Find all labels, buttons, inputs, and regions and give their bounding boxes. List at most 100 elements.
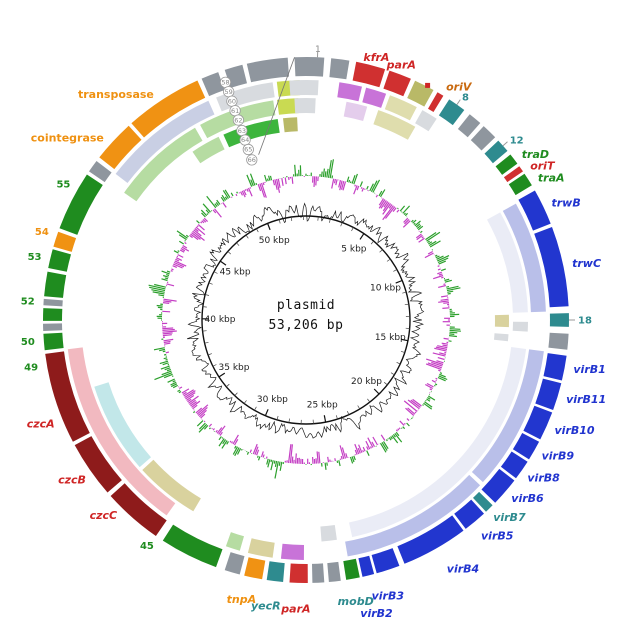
- gc-skew-bar: [288, 444, 292, 464]
- gc-skew-bar: [246, 188, 249, 192]
- gene-segment: [362, 87, 387, 108]
- orf-marker-number: 65: [244, 146, 252, 154]
- axis-tick-label: 45 kbp: [220, 267, 251, 277]
- gene-segment: [277, 98, 299, 115]
- gc-skew-bar: [427, 395, 436, 401]
- gc-skew-bar: [411, 417, 413, 420]
- gene-label: 54: [35, 227, 49, 238]
- gc-skew-bar: [395, 431, 400, 437]
- axis-tick: [370, 240, 374, 245]
- gc-skew-bar: [444, 279, 452, 283]
- gc-skew-bar: [315, 176, 317, 186]
- gc-skew-bar: [232, 434, 239, 445]
- gc-skew-bar: [185, 392, 196, 400]
- gc-skew-bar: [316, 451, 319, 464]
- gc-skew-bar: [403, 217, 409, 223]
- gc-skew-bar: [249, 449, 252, 453]
- origin-leader-line: [258, 57, 295, 155]
- gene-segment: [457, 114, 481, 138]
- gene-segment: [428, 92, 444, 112]
- gc-skew-bar: [354, 443, 360, 455]
- axis-tick: [346, 410, 350, 415]
- axis-tick: [386, 258, 391, 262]
- axis-tick: [402, 291, 407, 294]
- gc-skew-bar: [247, 187, 253, 197]
- gene-segment: [454, 499, 484, 529]
- axis-tick-label: 30 kbp: [257, 395, 288, 405]
- gc-skew-bar: [392, 434, 396, 438]
- gc-skew-bar: [192, 230, 205, 241]
- gc-skew-bar: [444, 278, 450, 282]
- gc-skew-bar: [394, 433, 403, 443]
- gc-skew-bar: [331, 178, 335, 189]
- gc-skew-bar: [382, 202, 390, 212]
- gc-skew-bar: [427, 250, 433, 255]
- gc-skew-bar: [449, 331, 458, 334]
- gc-skew-bar: [273, 460, 276, 464]
- gene-segment: [225, 532, 244, 551]
- orf-marker-number: 60: [228, 97, 236, 105]
- axis-tick: [207, 353, 212, 356]
- axis-tick: [393, 269, 398, 272]
- gc-skew-bar: [402, 426, 406, 430]
- gc-skew-bar: [351, 175, 356, 184]
- gc-skew-bar: [359, 181, 363, 187]
- gene-segment: [192, 136, 225, 164]
- axis-tick: [234, 392, 238, 396]
- gc-skew-bar: [175, 257, 183, 261]
- gc-skew-bar: [198, 423, 208, 433]
- gc-skew-bar: [218, 436, 222, 441]
- label-tick: [456, 99, 461, 105]
- gene-segment: [471, 349, 544, 483]
- axis-tick: [254, 406, 257, 411]
- gene-label: trwB: [552, 196, 581, 209]
- axis-tick: [227, 251, 232, 255]
- gc-skew-bar: [397, 428, 400, 431]
- gc-skew-bar: [426, 231, 441, 242]
- axis-tick-label: 35 kbp: [219, 363, 250, 373]
- gene-segment: [43, 298, 63, 307]
- axis-tick: [218, 372, 226, 378]
- gene-segment: [337, 82, 362, 102]
- gc-skew-bar: [264, 174, 268, 182]
- gc-skew-bar: [435, 346, 448, 350]
- gc-skew-bar: [398, 427, 401, 430]
- gc-skew-bar: [422, 404, 424, 406]
- gc-skew-bar: [167, 378, 175, 383]
- axis-tick: [335, 415, 338, 420]
- axis-tick: [329, 218, 331, 223]
- gc-skew-bar: [423, 402, 433, 410]
- gc-skew-bar: [382, 203, 392, 215]
- gc-skew-bar: [182, 391, 187, 396]
- gc-skew-bar: [324, 171, 327, 178]
- gc-skew-bar: [195, 226, 206, 236]
- gc-skew-bar: [203, 424, 209, 430]
- gene-segment: [99, 125, 142, 170]
- gc-skew-bar: [346, 176, 350, 183]
- gc-skew-bar: [439, 352, 446, 356]
- axis-tick: [278, 219, 281, 224]
- axis-tick: [256, 228, 259, 233]
- gc-skew-bar: [446, 287, 461, 292]
- axis-tick: [205, 294, 210, 296]
- gc-skew-bar: [208, 427, 211, 430]
- gene-label: 12: [510, 135, 524, 146]
- gene-segment: [549, 313, 569, 327]
- gc-skew-bar: [360, 187, 363, 189]
- gene-label: tnpA: [227, 593, 256, 606]
- gc-skew-bar: [218, 438, 225, 447]
- gc-skew-bar: [313, 176, 316, 187]
- gc-skew-bar: [379, 442, 387, 453]
- axis-tick: [264, 409, 269, 416]
- gc-skew-bar: [380, 200, 387, 209]
- gc-skew-bar: [412, 219, 417, 224]
- gc-skew-bar: [206, 195, 217, 209]
- gc-skew-bar: [295, 453, 297, 464]
- gc-skew-bar: [176, 255, 179, 258]
- gc-skew-bar: [162, 350, 166, 353]
- gc-skew-bar: [434, 254, 438, 257]
- gc-skew-bar: [272, 179, 276, 186]
- gc-skew-bar: [449, 335, 457, 338]
- gc-skew-bar: [187, 398, 192, 403]
- gc-skew-bar: [148, 284, 166, 290]
